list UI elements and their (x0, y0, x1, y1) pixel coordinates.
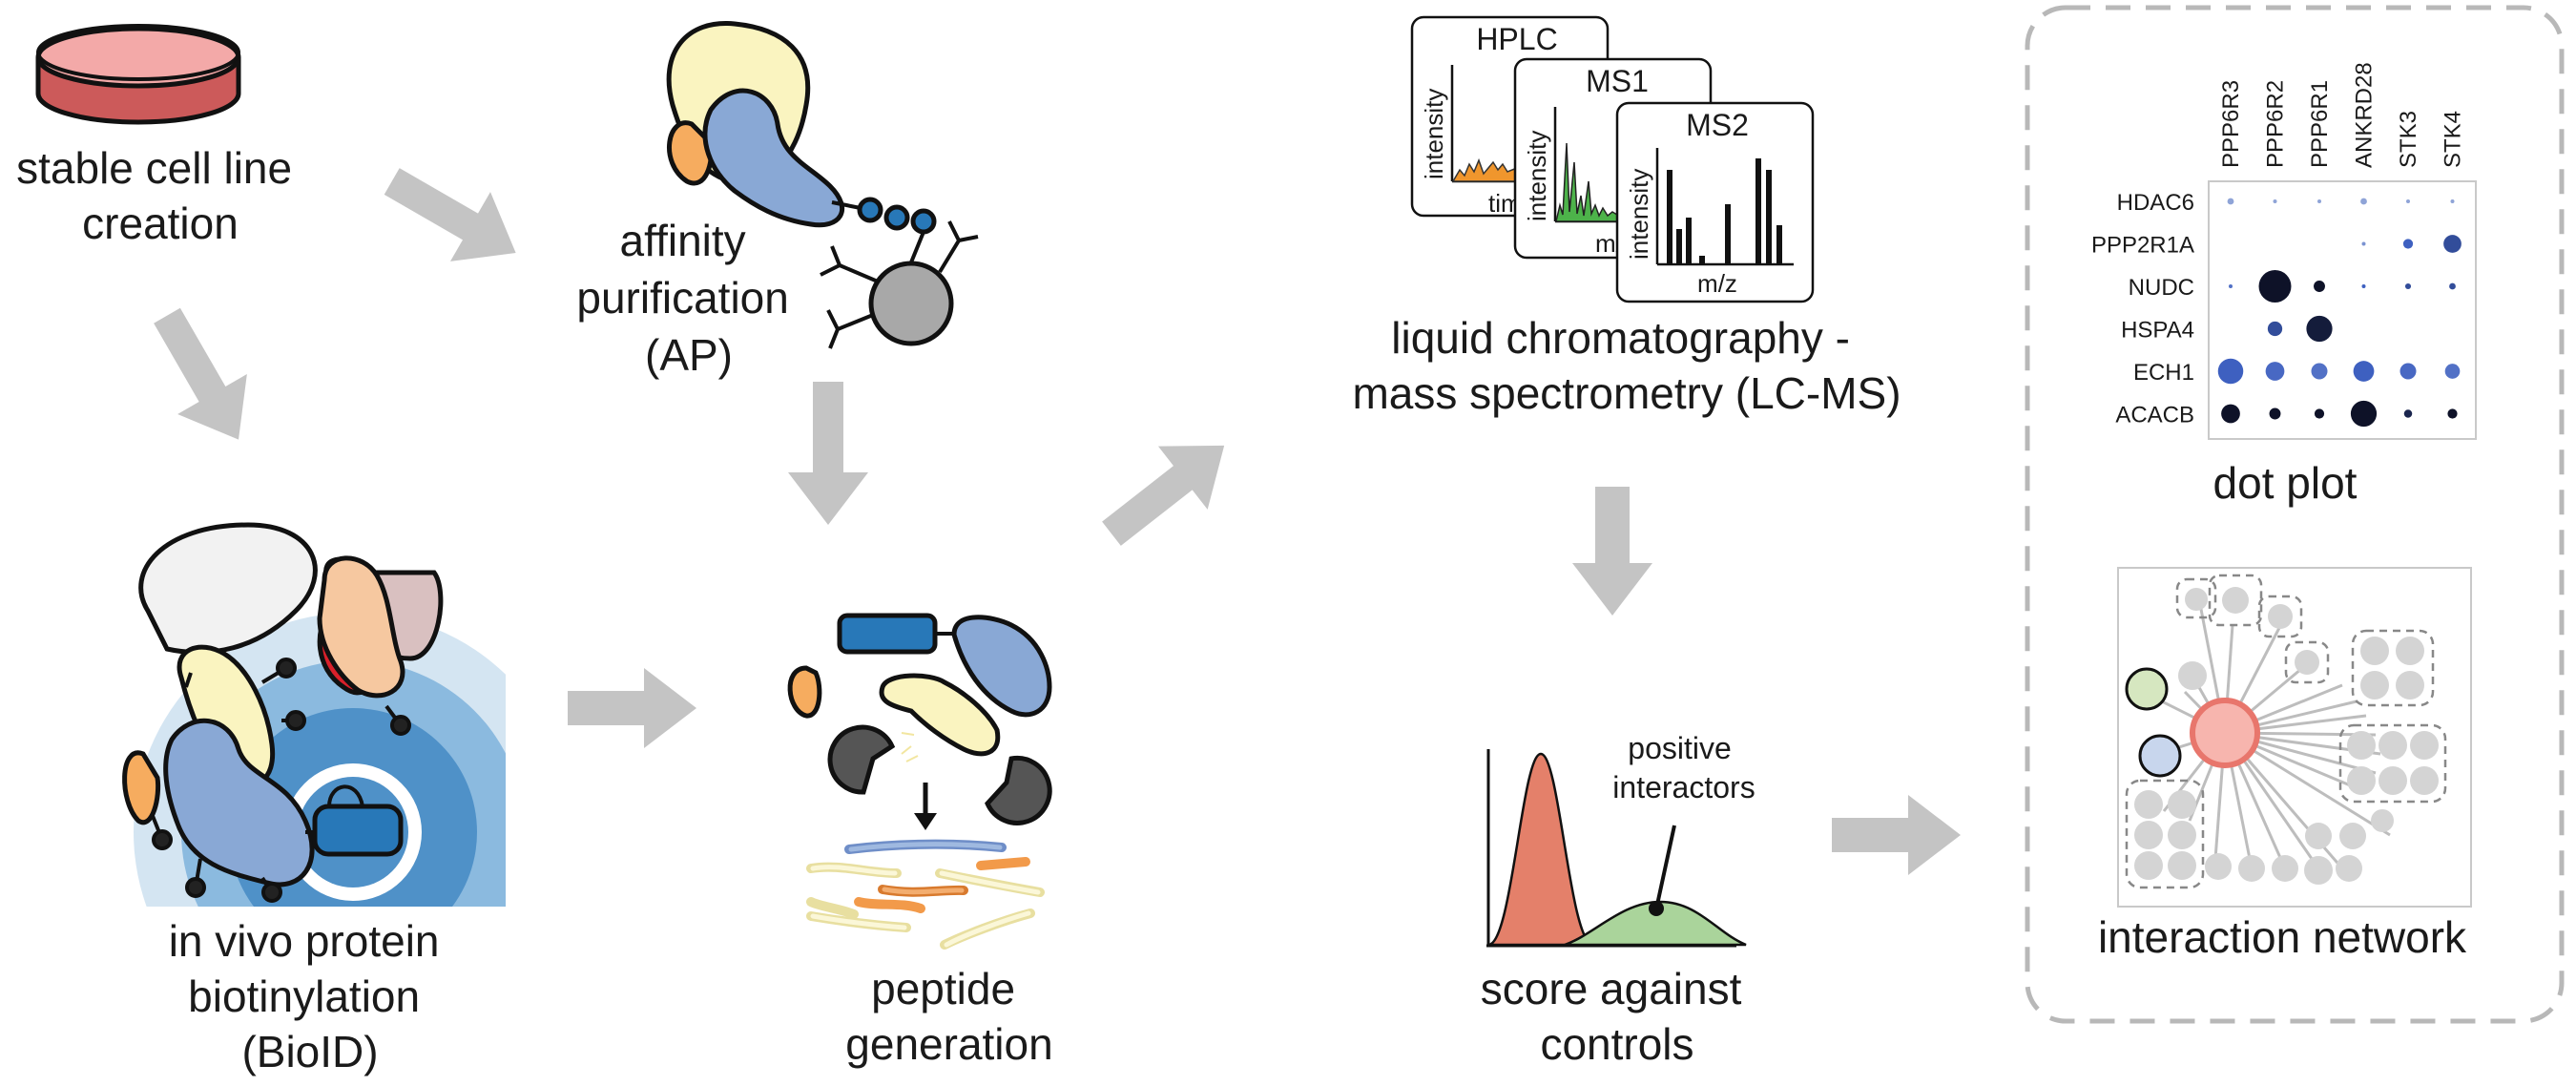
arrow-bioid-to-peptide (568, 668, 696, 748)
ms2-xlabel: m/z (1697, 269, 1737, 298)
output-box (2025, 5, 2565, 1024)
dot-plot-dot (2269, 407, 2281, 420)
dot-plot-dot (2350, 400, 2378, 428)
ms1-ylabel: intensity (1523, 131, 1551, 221)
dot-plot-dot (2314, 408, 2325, 419)
interaction-network (2117, 567, 2472, 908)
dot-plot-dot (2221, 404, 2240, 424)
dot-plot-column-label: STK4 (2441, 111, 2466, 168)
dot-plot-column-labels: PPP6R3 PPP6R2 PPP6R1 ANKRD28 STK3 STK4 (2218, 62, 2466, 168)
label-peptide: peptide generation (845, 964, 1052, 1069)
network-bait-node (2190, 698, 2260, 768)
hplc-title: HPLC (1476, 22, 1557, 56)
label-score: score against controls (1481, 964, 1754, 1069)
dot-plot-dot (2403, 409, 2413, 418)
hplc-ylabel: intensity (1420, 89, 1448, 179)
dot-plot-row-label: ACACB (2115, 403, 2194, 428)
dot-plot-column-label: PPP6R3 (2218, 80, 2244, 168)
dot-plot-row-label: HSPA4 (2121, 318, 2194, 344)
affinity-purification-icon (666, 21, 979, 349)
label-bioid: in vivo protein biotinylation (BioID) (169, 916, 452, 1076)
dot-plot-dot (2444, 364, 2461, 379)
dot-plot-dot (2314, 281, 2325, 292)
peptide-generation-icon (787, 613, 1052, 950)
ms2-title: MS2 (1686, 108, 1749, 142)
dot-plot-dot (2306, 315, 2333, 343)
dot-plot-frame (2208, 180, 2477, 440)
dot-plot-dot (2267, 321, 2283, 337)
arrow-ap-to-peptide (788, 382, 868, 525)
ms2-panel: MS2 intensity m/z (1615, 101, 1815, 303)
dot-plot-dot (2450, 199, 2455, 203)
dot-plot-column-label: ANKRD28 (2352, 62, 2378, 168)
dot-plot-dot (2361, 284, 2366, 288)
dot-plot-row-label: NUDC (2129, 275, 2194, 301)
label-ap: affinity purification (AP) (576, 216, 800, 380)
dot-plot-dots (2217, 198, 2462, 428)
dot-plot-dot (2217, 358, 2244, 385)
dot-plot-column-label: PPP6R2 (2263, 80, 2289, 168)
lcms-panels: HPLC intensity time MS1 intensity m/z MS… (1410, 15, 1815, 303)
network-node-green (2125, 667, 2169, 711)
label-network: interaction network (2098, 912, 2467, 962)
arrow-peptide-to-lcms (1102, 445, 1225, 546)
bioid-icon (122, 522, 506, 907)
dot-plot-dot (2265, 362, 2285, 381)
dot-plot-row-label: PPP2R1A (2091, 233, 2194, 259)
dot-plot-row-labels: HDAC6 PPP2R1A NUDC HSPA4 ECH1 ACACB (2091, 190, 2194, 428)
arrow-score-to-network (1832, 795, 1961, 875)
dot-plot-dot (2360, 198, 2367, 205)
petri-dish-icon (35, 24, 241, 125)
ms1-title: MS1 (1586, 64, 1649, 98)
label-cell-line: stable cell line creation (16, 143, 304, 248)
dot-plot-dot (2317, 199, 2321, 203)
dot-plot-dot (2273, 199, 2277, 203)
network-node-blue (2138, 734, 2182, 778)
dot-plot-dot (2227, 198, 2234, 205)
score-distribution-icon (1486, 749, 1747, 948)
dot-plot: PPP6R3 PPP6R2 PPP6R1 ANKRD28 STK3 STK4 HDAC6 P… (2091, 62, 2477, 440)
dot-plot-dot (2399, 363, 2417, 380)
label-dot-plot: dot plot (2213, 458, 2358, 508)
arrow-lcms-to-score (1572, 487, 1652, 616)
dot-plot-row-label: HDAC6 (2117, 190, 2194, 216)
ms2-ylabel: intensity (1625, 169, 1653, 260)
dot-plot-dot (2443, 235, 2462, 253)
dot-plot-dot (2447, 408, 2458, 419)
dot-plot-dot (2311, 363, 2328, 380)
network-frame (2117, 567, 2472, 908)
dot-plot-column-label: PPP6R1 (2307, 80, 2333, 168)
arrow-cellline-to-ap (384, 168, 516, 261)
dot-plot-row-label: ECH1 (2133, 360, 2194, 386)
dot-plot-dot (2229, 284, 2233, 288)
label-lcms: liquid chromatography - mass spectrometr… (1352, 313, 1901, 418)
dot-plot-dot (2404, 282, 2412, 290)
dot-plot-dot (2406, 199, 2410, 203)
dot-plot-dot (2258, 270, 2292, 303)
dot-plot-dot (2353, 361, 2375, 382)
annotation-positive-interactors: positive interactors (1612, 731, 1755, 804)
dot-plot-dot (2361, 241, 2366, 246)
dot-plot-dot (2402, 239, 2414, 249)
flow-arrows (154, 168, 1961, 875)
dot-plot-column-label: STK3 (2396, 111, 2421, 168)
arrow-cellline-to-bioid (154, 307, 247, 440)
dot-plot-dot (2449, 282, 2456, 290)
